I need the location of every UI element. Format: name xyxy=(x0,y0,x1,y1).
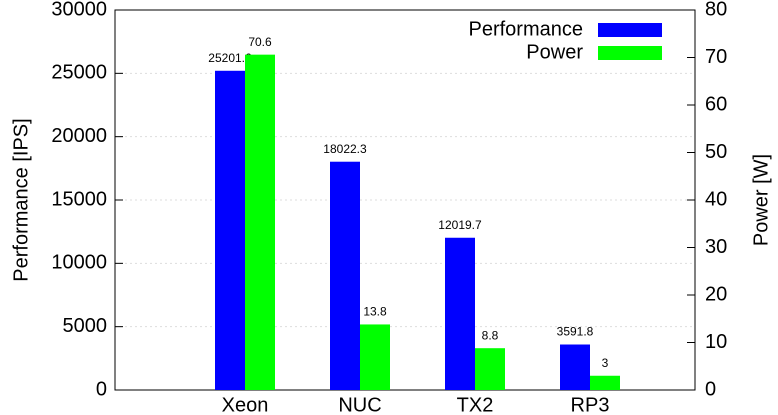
bar xyxy=(590,375,620,390)
y2-tick-label: 70 xyxy=(705,46,727,68)
y2-tick-label: 60 xyxy=(705,93,727,115)
bar xyxy=(475,348,505,390)
y-tick-label: 15000 xyxy=(51,188,107,210)
value-label: 12019.7 xyxy=(438,218,482,232)
plot-frame xyxy=(114,9,696,391)
y-tick-label: 5000 xyxy=(63,315,108,337)
legend-swatch xyxy=(598,23,662,37)
x-tick-label: TX2 xyxy=(457,394,494,415)
bar xyxy=(215,70,245,391)
bar xyxy=(330,161,360,390)
legend-label: Performance xyxy=(469,18,584,40)
y-tick-label: 10000 xyxy=(51,252,107,274)
y2-axis-title: Power [W] xyxy=(750,154,772,246)
x-tick-label: Xeon xyxy=(222,394,269,415)
y-tick-label: 25000 xyxy=(51,62,107,84)
bar xyxy=(245,54,275,391)
y2-tick-label: 10 xyxy=(705,331,727,353)
value-label: 13.8 xyxy=(363,305,387,319)
y-tick-label: 20000 xyxy=(51,125,107,147)
value-label: 25201.6 xyxy=(208,51,252,65)
y-tick-label: 0 xyxy=(96,378,107,400)
x-tick-label: RP3 xyxy=(571,394,610,415)
y2-tick-label: 40 xyxy=(705,188,727,210)
y2-tick-label: 0 xyxy=(705,378,716,400)
value-label: 8.8 xyxy=(482,328,499,342)
legend-label: Power xyxy=(526,41,583,63)
y-axis-title: Performance [IPS] xyxy=(10,118,32,281)
legend-swatch xyxy=(598,46,662,60)
bar xyxy=(560,344,590,390)
y2-tick-label: 50 xyxy=(705,141,727,163)
bar xyxy=(360,324,390,390)
value-label: 18022.3 xyxy=(323,142,367,156)
y2-tick-label: 20 xyxy=(705,283,727,305)
value-label: 3591.8 xyxy=(557,325,594,339)
x-tick-label: NUC xyxy=(338,394,381,415)
y2-tick-label: 30 xyxy=(705,236,727,258)
y2-tick-label: 80 xyxy=(705,0,727,20)
y-tick-label: 30000 xyxy=(51,0,107,20)
bar xyxy=(445,237,475,390)
value-label: 3 xyxy=(602,356,609,370)
value-label: 70.6 xyxy=(248,35,272,49)
